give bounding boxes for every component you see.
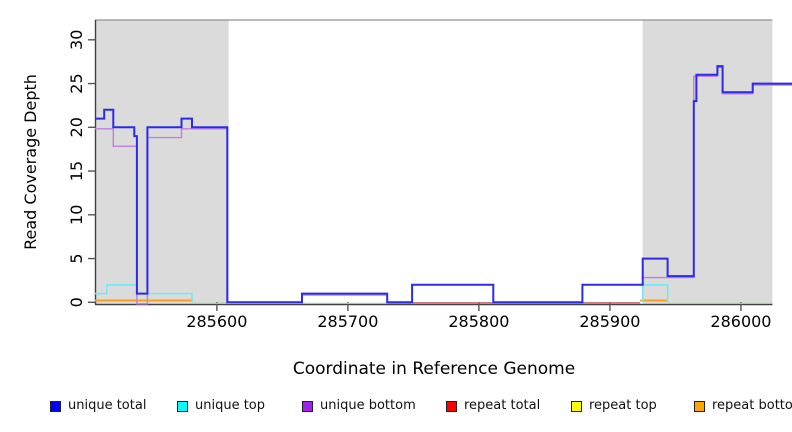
legend-item-repeat-top: repeat top <box>571 396 657 416</box>
legend-swatch-icon <box>694 400 705 412</box>
x-tick-label: 285800 <box>448 312 509 331</box>
legend-label: repeat top <box>589 398 657 413</box>
legend-item-unique-total: unique total <box>50 396 146 416</box>
y-tick-label: 25 <box>67 73 86 93</box>
x-tick-label: 285700 <box>317 312 378 331</box>
legend-label: unique bottom <box>320 398 416 413</box>
right-gray-region <box>642 20 773 304</box>
x-tick-label: 286000 <box>710 312 771 331</box>
coverage-chart: 285600 285700 285800 285900 286000 0 5 10 15 20 25… <box>21 19 792 379</box>
legend-label: repeat bottom <box>712 398 792 413</box>
legend-label: unique total <box>68 398 147 413</box>
legend-swatch-icon <box>302 400 313 412</box>
series-unique-top <box>641 284 669 303</box>
x-tick-label: 285900 <box>579 312 640 331</box>
y-tick-label: 0 <box>67 297 86 307</box>
left-gray-region <box>95 20 229 304</box>
y-tick-label: 20 <box>67 117 86 137</box>
legend-item-unique-top: unique top <box>177 396 265 416</box>
chart-legend: unique total unique top unique bottom repea… <box>0 396 792 420</box>
x-tick-label: 285600 <box>186 312 247 331</box>
legend-item-repeat-bottom: repeat bottom <box>694 396 792 416</box>
x-axis-title: Coordinate in Reference Genome <box>293 359 575 379</box>
legend-item-repeat-total: repeat total <box>446 396 540 416</box>
legend-swatch-icon <box>446 400 457 412</box>
legend-label: unique top <box>195 398 266 413</box>
series-unique-total <box>95 65 792 304</box>
legend-swatch-icon <box>571 400 582 412</box>
series-unique-bottom <box>301 294 388 304</box>
y-tick-label: 15 <box>67 161 86 181</box>
legend-swatch-icon <box>50 400 61 412</box>
y-tick-label: 10 <box>67 205 86 225</box>
legend-label: repeat total <box>464 398 541 413</box>
legend-item-unique-bottom: unique bottom <box>302 396 416 416</box>
legend-swatch-icon <box>177 400 188 412</box>
y-tick-label: 5 <box>67 253 86 263</box>
y-axis-title: Read Coverage Depth <box>21 74 40 250</box>
y-tick-label: 30 <box>67 30 86 50</box>
series-unique-bottom <box>95 128 228 305</box>
